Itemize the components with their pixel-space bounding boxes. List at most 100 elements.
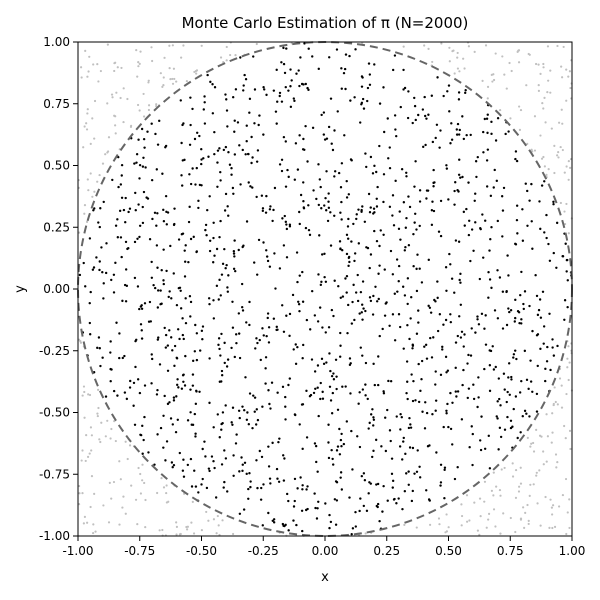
inside-point bbox=[225, 98, 228, 101]
outside-point bbox=[541, 101, 544, 105]
inside-point bbox=[132, 381, 136, 385]
outside-point bbox=[517, 61, 521, 64]
inside-point bbox=[168, 401, 171, 404]
inside-point bbox=[486, 131, 489, 135]
inside-point bbox=[494, 365, 497, 369]
inside-point bbox=[375, 170, 378, 174]
inside-point bbox=[487, 296, 490, 299]
inside-point bbox=[248, 300, 251, 304]
inside-point bbox=[418, 476, 422, 479]
inside-point bbox=[328, 352, 331, 355]
inside-point bbox=[488, 389, 492, 393]
outside-point bbox=[486, 85, 490, 88]
inside-point bbox=[232, 267, 236, 271]
inside-point bbox=[195, 389, 198, 392]
outside-point bbox=[536, 502, 539, 505]
outside-point bbox=[118, 523, 121, 526]
inside-point bbox=[231, 300, 234, 303]
inside-point bbox=[115, 321, 118, 324]
inside-point bbox=[482, 130, 485, 134]
inside-point bbox=[349, 392, 352, 395]
inside-point bbox=[488, 278, 492, 281]
outside-point bbox=[114, 132, 117, 135]
inside-point bbox=[278, 267, 282, 270]
inside-point bbox=[139, 323, 143, 326]
outside-point bbox=[518, 128, 522, 131]
inside-point bbox=[454, 341, 458, 344]
outside-point bbox=[544, 495, 547, 499]
outside-point bbox=[528, 53, 531, 56]
outside-point bbox=[87, 70, 90, 73]
outside-point bbox=[478, 497, 482, 500]
outside-point bbox=[92, 523, 95, 526]
outside-point bbox=[527, 519, 530, 522]
outside-point bbox=[546, 435, 550, 438]
outside-point bbox=[539, 524, 542, 527]
inside-point bbox=[446, 402, 449, 406]
inside-point bbox=[233, 130, 236, 133]
inside-point bbox=[382, 390, 385, 393]
inside-point bbox=[566, 279, 569, 282]
inside-point bbox=[269, 482, 272, 485]
inside-point bbox=[172, 223, 176, 227]
inside-point bbox=[301, 447, 304, 451]
inside-point bbox=[376, 482, 380, 486]
inside-point bbox=[256, 341, 259, 345]
outside-point bbox=[182, 44, 185, 47]
inside-point bbox=[351, 300, 354, 304]
outside-point bbox=[565, 392, 568, 396]
inside-point bbox=[276, 477, 279, 480]
inside-point bbox=[272, 317, 276, 320]
outside-point bbox=[560, 384, 563, 387]
outside-point bbox=[448, 60, 451, 63]
inside-point bbox=[339, 331, 342, 335]
inside-point bbox=[247, 487, 250, 491]
inside-point bbox=[414, 118, 417, 122]
inside-point bbox=[448, 110, 451, 113]
inside-point bbox=[272, 89, 276, 92]
inside-point bbox=[267, 389, 270, 392]
outside-point bbox=[136, 523, 139, 526]
inside-point bbox=[472, 397, 476, 401]
inside-point bbox=[322, 362, 326, 366]
inside-point bbox=[520, 270, 523, 274]
inside-point bbox=[382, 86, 385, 89]
inside-point bbox=[166, 369, 170, 373]
inside-point bbox=[212, 261, 215, 264]
outside-point bbox=[141, 463, 144, 466]
inside-point bbox=[133, 240, 137, 244]
inside-point bbox=[301, 270, 304, 274]
inside-point bbox=[531, 390, 534, 393]
inside-point bbox=[267, 326, 271, 329]
inside-point bbox=[404, 245, 407, 249]
inside-point bbox=[531, 247, 534, 250]
outside-point bbox=[86, 112, 89, 115]
inside-point bbox=[425, 197, 428, 200]
inside-point bbox=[417, 400, 421, 404]
inside-point bbox=[138, 177, 141, 180]
inside-point bbox=[231, 423, 234, 426]
inside-point bbox=[516, 436, 519, 440]
inside-point bbox=[172, 396, 176, 399]
inside-point bbox=[217, 343, 220, 347]
inside-point bbox=[372, 207, 376, 210]
inside-point bbox=[298, 423, 301, 426]
inside-point bbox=[454, 390, 457, 393]
inside-point bbox=[555, 221, 559, 225]
inside-point bbox=[223, 209, 227, 212]
inside-point bbox=[249, 480, 252, 483]
inside-point bbox=[315, 517, 319, 520]
inside-point bbox=[144, 166, 147, 169]
inside-point bbox=[197, 491, 200, 494]
inside-point bbox=[329, 211, 332, 214]
outside-point bbox=[111, 96, 114, 99]
inside-point bbox=[98, 225, 101, 229]
outside-point bbox=[479, 515, 482, 518]
inside-point bbox=[535, 294, 539, 298]
inside-point bbox=[304, 508, 308, 512]
inside-point bbox=[479, 439, 482, 442]
inside-point bbox=[282, 479, 286, 482]
inside-point bbox=[248, 392, 252, 395]
outside-point bbox=[96, 414, 99, 418]
outside-point bbox=[160, 477, 163, 480]
